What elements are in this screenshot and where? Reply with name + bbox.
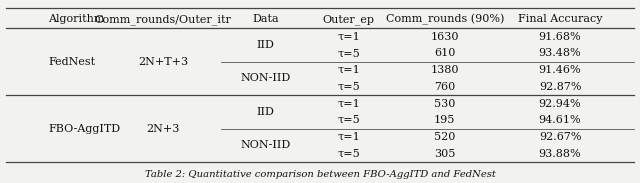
Text: τ=1: τ=1 xyxy=(337,98,360,109)
Text: 93.48%: 93.48% xyxy=(539,48,581,58)
Text: 760: 760 xyxy=(434,82,456,92)
Text: 305: 305 xyxy=(434,149,456,159)
Text: Final Accuracy: Final Accuracy xyxy=(518,14,602,24)
Text: Table 2: Quantitative comparison between FBO-AggITD and FedNest: Table 2: Quantitative comparison between… xyxy=(145,170,495,179)
Text: FedNest: FedNest xyxy=(48,57,95,67)
Text: 91.68%: 91.68% xyxy=(539,32,581,42)
Text: Data: Data xyxy=(252,14,279,24)
Text: 1630: 1630 xyxy=(431,32,459,42)
Text: NON-IID: NON-IID xyxy=(241,73,291,83)
Text: τ=1: τ=1 xyxy=(337,65,360,75)
Text: Outer_ep: Outer_ep xyxy=(323,14,375,25)
Text: 2N+3: 2N+3 xyxy=(147,124,180,134)
Text: τ=5: τ=5 xyxy=(337,48,360,58)
Text: 1380: 1380 xyxy=(431,65,459,75)
Text: 2N+T+3: 2N+T+3 xyxy=(138,57,188,67)
Text: 94.61%: 94.61% xyxy=(539,115,581,125)
Text: Comm_rounds/Outer_itr: Comm_rounds/Outer_itr xyxy=(95,14,232,25)
Text: τ=5: τ=5 xyxy=(337,82,360,92)
Text: 93.88%: 93.88% xyxy=(539,149,581,159)
Text: FBO-AggITD: FBO-AggITD xyxy=(48,124,120,134)
Text: IID: IID xyxy=(257,107,275,117)
Text: τ=1: τ=1 xyxy=(337,32,360,42)
Text: IID: IID xyxy=(257,40,275,50)
Text: 530: 530 xyxy=(434,98,456,109)
Text: Comm_rounds (90%): Comm_rounds (90%) xyxy=(386,14,504,25)
Text: Algorithm: Algorithm xyxy=(48,14,104,24)
Text: 610: 610 xyxy=(434,48,456,58)
Text: 520: 520 xyxy=(434,132,456,142)
Text: τ=1: τ=1 xyxy=(337,132,360,142)
Text: NON-IID: NON-IID xyxy=(241,140,291,150)
Text: 92.67%: 92.67% xyxy=(539,132,581,142)
Text: τ=5: τ=5 xyxy=(337,115,360,125)
Text: 92.87%: 92.87% xyxy=(539,82,581,92)
Text: 92.94%: 92.94% xyxy=(539,98,581,109)
Text: 91.46%: 91.46% xyxy=(539,65,581,75)
Text: 195: 195 xyxy=(434,115,456,125)
Text: τ=5: τ=5 xyxy=(337,149,360,159)
